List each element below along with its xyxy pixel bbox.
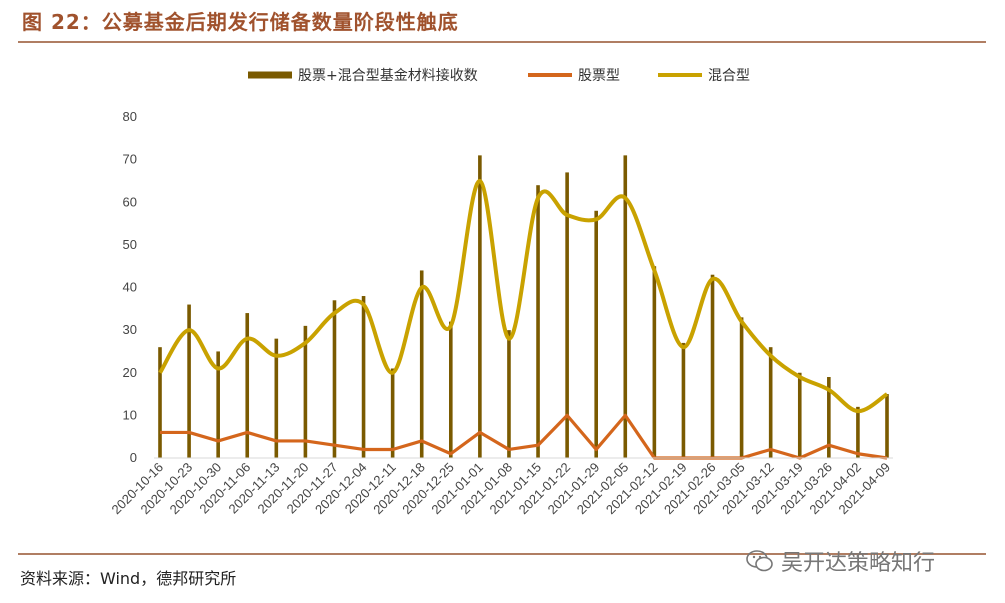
bar xyxy=(856,406,860,458)
bar xyxy=(216,351,220,458)
legend-label: 混合型 xyxy=(708,68,750,84)
y-tick-label: 10 xyxy=(123,407,137,422)
bar xyxy=(361,296,366,458)
y-tick-label: 40 xyxy=(123,280,137,295)
bar xyxy=(681,342,686,458)
legend-label: 股票型 xyxy=(578,68,620,84)
line-series xyxy=(158,178,889,460)
bar xyxy=(536,185,540,458)
bar xyxy=(303,325,308,458)
series-line-stock xyxy=(160,413,888,460)
bar xyxy=(449,321,453,458)
bar xyxy=(390,368,395,458)
y-axis: 0 10 20 30 40 50 60 70 80 xyxy=(123,109,137,465)
y-tick-label: 50 xyxy=(123,237,137,252)
watermark: 吴开达策略知行 xyxy=(745,545,935,577)
bar xyxy=(827,377,831,458)
bar xyxy=(419,270,424,458)
source-note: 资料来源：Wind，德邦研究所 xyxy=(20,569,237,588)
bar xyxy=(158,347,162,458)
watermark-text: 吴开达策略知行 xyxy=(781,551,936,576)
y-tick-label: 80 xyxy=(123,109,137,124)
bar xyxy=(274,338,279,458)
x-axis: 2020-10-162020-10-232020-10-302020-11-06… xyxy=(108,457,893,517)
bar xyxy=(739,317,744,458)
bar xyxy=(332,300,337,458)
legend-swatch xyxy=(248,71,292,79)
legend-swatch xyxy=(658,73,702,77)
series-line-mixed xyxy=(158,178,889,414)
y-tick-label: 0 xyxy=(130,450,137,465)
y-tick-label: 30 xyxy=(123,322,137,337)
bar xyxy=(478,155,482,459)
bar xyxy=(768,347,773,458)
bar xyxy=(507,330,511,458)
bar xyxy=(623,155,628,459)
legend-label: 股票+混合型基金材料接收数 xyxy=(298,67,478,84)
bar xyxy=(797,372,802,458)
footer-divider xyxy=(18,553,986,555)
bar xyxy=(885,394,889,458)
y-tick-label: 20 xyxy=(123,365,137,380)
bar xyxy=(245,313,250,458)
y-tick-label: 70 xyxy=(123,152,137,167)
bar xyxy=(652,266,657,458)
bar xyxy=(594,210,598,458)
y-tick-label: 60 xyxy=(123,194,137,209)
bar xyxy=(565,172,569,458)
legend-swatch xyxy=(528,73,572,77)
page-title: 图 22：公募基金后期发行储备数量阶段性触底 xyxy=(22,10,459,34)
wechat-icon xyxy=(746,550,773,572)
bar xyxy=(710,274,715,458)
legend: 股票+混合型基金材料接收数 股票型 混合型 xyxy=(248,67,750,84)
bar-series xyxy=(158,155,889,459)
bar xyxy=(187,304,191,458)
title-divider xyxy=(18,41,986,43)
